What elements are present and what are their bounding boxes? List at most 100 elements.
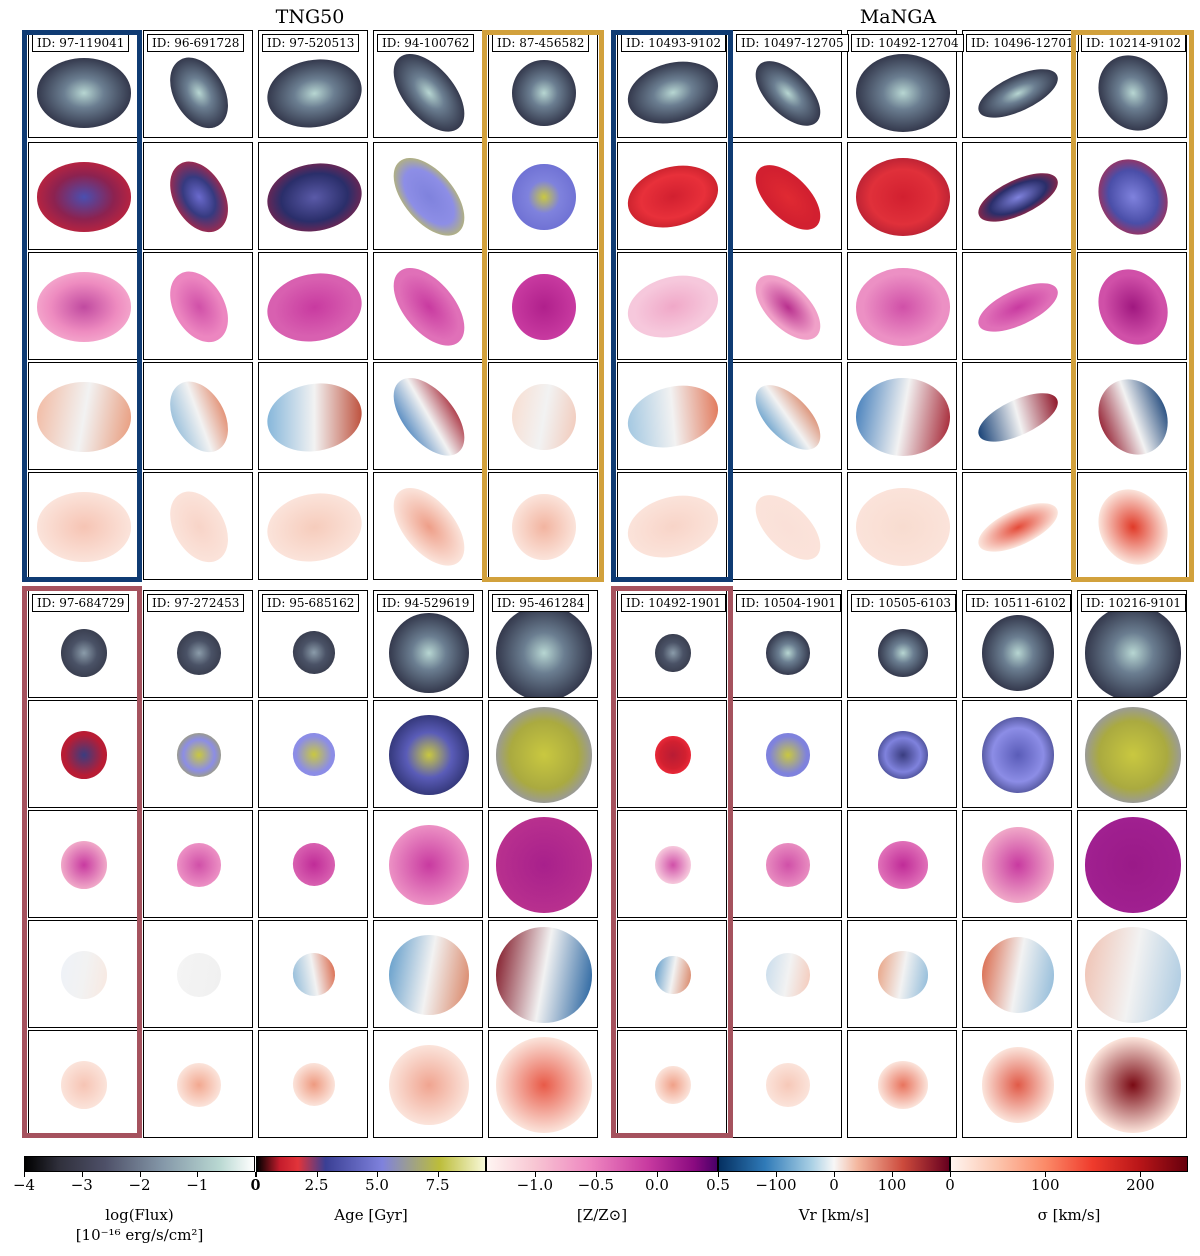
galaxy-map-image — [380, 41, 478, 137]
colorbar-tick-label: −1.0 — [516, 1176, 554, 1194]
map-panel — [373, 472, 483, 580]
galaxy-map-image — [855, 158, 951, 236]
colorbar-tick-label: −2 — [128, 1176, 151, 1194]
map-panel — [962, 142, 1072, 250]
map-panel — [1077, 362, 1187, 470]
galaxy-map-image — [60, 629, 108, 677]
galaxy-map-image — [1084, 476, 1182, 578]
galaxy-map-image — [877, 951, 929, 999]
galaxy-map-image — [36, 58, 132, 128]
galaxy-map-image — [855, 54, 951, 132]
map-panel — [258, 252, 368, 360]
galaxy-map-image — [60, 841, 108, 889]
map-panel — [488, 362, 598, 470]
colorbar-tick-label: 7.5 — [425, 1176, 450, 1194]
colorbar-tick-label: 0 — [251, 1176, 261, 1194]
map-panel — [617, 1030, 727, 1138]
map-panel — [258, 920, 368, 1028]
colorbar-label: σ [km/s] — [1037, 1206, 1101, 1224]
colorbar-tick-label: 2.5 — [304, 1176, 329, 1194]
galaxy-map-image — [981, 827, 1055, 903]
map-panel — [847, 1030, 957, 1138]
galaxy-map-image — [389, 935, 469, 1015]
galaxy-map-image — [877, 1061, 929, 1109]
map-panel — [258, 1030, 368, 1138]
map-panel — [732, 700, 842, 808]
galaxy-map-image — [158, 371, 240, 463]
galaxy-map-image — [36, 162, 132, 232]
galaxy-map-image — [389, 1045, 469, 1125]
galaxy-id-label: ID: 97-119041 — [32, 34, 130, 52]
colorbar-tick — [534, 1172, 536, 1177]
map-panel — [143, 472, 253, 580]
galaxy-map-image — [877, 731, 929, 779]
colorbar-tick-label: −1 — [186, 1176, 209, 1194]
map-panel — [962, 810, 1072, 918]
colorbar-tick-label: 0.0 — [645, 1176, 669, 1194]
map-panel — [28, 142, 138, 250]
map-panel — [962, 472, 1072, 580]
galaxy-map-image — [855, 378, 951, 456]
map-panel — [617, 700, 727, 808]
map-panel — [962, 920, 1072, 1028]
colorbar-tick — [1140, 1172, 1142, 1177]
galaxy-map-image — [1084, 817, 1182, 913]
colorbar-tick — [197, 1172, 199, 1177]
map-panel — [962, 252, 1072, 360]
galaxy-map-image — [158, 47, 240, 137]
galaxy-map-image — [286, 1057, 342, 1113]
galaxy-map-image — [512, 163, 576, 231]
map-panel — [732, 472, 842, 580]
colorbar-tick — [377, 1172, 379, 1177]
galaxy-map-image — [389, 613, 469, 693]
map-panel — [617, 920, 727, 1028]
map-panel — [732, 142, 842, 250]
galaxy-map-image — [495, 927, 593, 1023]
galaxy-map-image — [495, 605, 593, 697]
galaxy-map-image — [495, 707, 593, 803]
map-panel — [847, 810, 957, 918]
galaxy-map-image — [877, 629, 929, 677]
galaxy-map-image — [877, 841, 929, 889]
map-panel — [373, 1030, 483, 1138]
galaxy-map-image — [620, 266, 726, 348]
galaxy-map-image — [620, 52, 726, 134]
tng50-title: TNG50 — [275, 6, 345, 28]
galaxy-map-image — [36, 272, 132, 342]
galaxy-map-image — [380, 365, 478, 469]
map-panel — [1077, 920, 1187, 1028]
map-panel — [962, 362, 1072, 470]
map-panel — [1077, 142, 1187, 250]
map-panel — [28, 1030, 138, 1138]
galaxy-map-image — [981, 1047, 1055, 1123]
galaxy-map-image — [380, 475, 478, 579]
map-panel — [847, 700, 957, 808]
colorbar-tick-label: −0.5 — [577, 1176, 615, 1194]
colorbar-label: [Z/Z⊙] — [576, 1206, 628, 1224]
galaxy-map-image — [286, 837, 342, 893]
map-panel — [143, 142, 253, 250]
galaxy-map-image — [766, 631, 810, 675]
galaxy-map-image — [655, 633, 691, 673]
galaxy-map-image — [744, 49, 832, 137]
galaxy-map-image — [971, 59, 1065, 127]
colorbar-tick — [950, 1172, 951, 1177]
colorbar-tick — [437, 1172, 439, 1177]
galaxy-map-image — [261, 265, 367, 349]
galaxy-map-image — [177, 953, 221, 997]
map-panel — [373, 700, 483, 808]
colorbar-tick-label: 0 — [250, 1176, 260, 1194]
map-panel — [488, 252, 598, 360]
galaxy-map-image — [286, 947, 342, 1003]
map-panel — [143, 810, 253, 918]
colorbar-tick — [595, 1172, 597, 1177]
galaxy-map-image — [389, 825, 469, 905]
galaxy-map-image — [981, 937, 1055, 1013]
galaxy-map-image — [261, 375, 367, 459]
map-panel — [1077, 810, 1187, 918]
galaxy-map-image — [855, 488, 951, 566]
galaxy-map-image — [620, 376, 726, 458]
map-panel — [143, 252, 253, 360]
colorbar-tick — [776, 1172, 777, 1177]
galaxy-map-image — [389, 715, 469, 795]
